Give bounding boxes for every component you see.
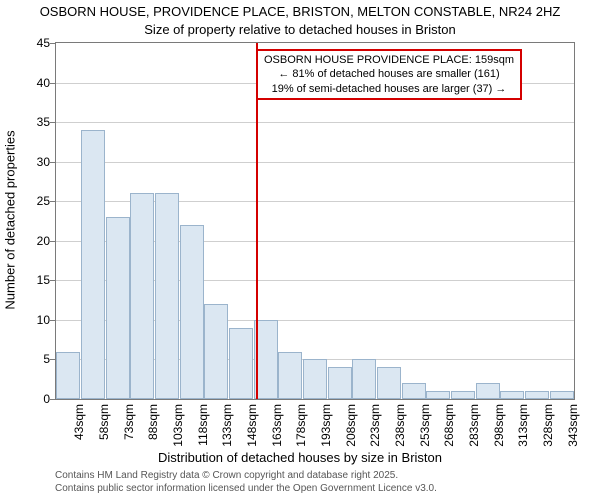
histogram-bar bbox=[451, 391, 475, 399]
chart-title-sub: Size of property relative to detached ho… bbox=[0, 22, 600, 37]
x-tick-label: 148sqm bbox=[245, 404, 259, 447]
x-tick-label: 223sqm bbox=[368, 404, 382, 447]
y-tick-label: 5 bbox=[10, 352, 50, 366]
x-tick-label: 178sqm bbox=[294, 404, 308, 447]
y-tick-mark bbox=[50, 359, 55, 360]
x-tick-label: 238sqm bbox=[393, 404, 407, 447]
x-tick-label: 313sqm bbox=[516, 404, 530, 447]
histogram-bar bbox=[377, 367, 401, 399]
x-tick-label: 193sqm bbox=[319, 404, 333, 447]
y-tick-mark bbox=[50, 399, 55, 400]
marker-callout: OSBORN HOUSE PROVIDENCE PLACE: 159sqm ← … bbox=[256, 49, 522, 100]
histogram-chart: OSBORN HOUSE, PROVIDENCE PLACE, BRISTON,… bbox=[0, 0, 600, 500]
x-tick-label: 343sqm bbox=[566, 404, 580, 447]
y-tick-label: 20 bbox=[10, 234, 50, 248]
histogram-bar bbox=[56, 352, 80, 399]
x-tick-label: 328sqm bbox=[541, 404, 555, 447]
y-tick-label: 35 bbox=[10, 115, 50, 129]
histogram-bar bbox=[426, 391, 450, 399]
histogram-bar bbox=[328, 367, 352, 399]
histogram-bar bbox=[303, 359, 327, 399]
x-axis-label: Distribution of detached houses by size … bbox=[0, 450, 600, 465]
histogram-bar bbox=[204, 304, 228, 399]
x-tick-label: 253sqm bbox=[418, 404, 432, 447]
y-tick-label: 15 bbox=[10, 273, 50, 287]
x-tick-label: 73sqm bbox=[122, 404, 136, 440]
histogram-bar bbox=[476, 383, 500, 399]
histogram-bar bbox=[402, 383, 426, 399]
y-tick-mark bbox=[50, 122, 55, 123]
histogram-bar bbox=[81, 130, 105, 399]
histogram-bar bbox=[278, 352, 302, 399]
y-tick-mark bbox=[50, 83, 55, 84]
y-tick-label: 45 bbox=[10, 36, 50, 50]
callout-line-3: 19% of semi-detached houses are larger (… bbox=[264, 82, 514, 96]
attribution-line-2: Contains public sector information licen… bbox=[55, 483, 437, 496]
callout-line-2: ← 81% of detached houses are smaller (16… bbox=[264, 67, 514, 81]
grid-line bbox=[56, 162, 574, 163]
x-tick-label: 208sqm bbox=[344, 404, 358, 447]
y-tick-label: 0 bbox=[10, 392, 50, 406]
y-tick-label: 30 bbox=[10, 155, 50, 169]
histogram-bar bbox=[155, 193, 179, 399]
histogram-bar bbox=[229, 328, 253, 399]
attribution-text: Contains HM Land Registry data © Crown c… bbox=[55, 470, 437, 495]
y-tick-mark bbox=[50, 241, 55, 242]
x-tick-label: 118sqm bbox=[196, 404, 210, 446]
x-tick-label: 103sqm bbox=[171, 404, 185, 447]
histogram-bar bbox=[500, 391, 524, 399]
chart-title-main: OSBORN HOUSE, PROVIDENCE PLACE, BRISTON,… bbox=[0, 4, 600, 19]
x-tick-label: 268sqm bbox=[442, 404, 456, 447]
x-tick-label: 163sqm bbox=[270, 404, 284, 447]
y-tick-label: 10 bbox=[10, 313, 50, 327]
histogram-bar bbox=[130, 193, 154, 399]
y-tick-mark bbox=[50, 280, 55, 281]
x-tick-label: 133sqm bbox=[220, 404, 234, 447]
x-tick-label: 88sqm bbox=[146, 404, 160, 440]
x-tick-label: 298sqm bbox=[492, 404, 506, 447]
histogram-bar bbox=[180, 225, 204, 399]
y-tick-mark bbox=[50, 43, 55, 44]
y-tick-mark bbox=[50, 201, 55, 202]
histogram-bar bbox=[352, 359, 376, 399]
y-tick-mark bbox=[50, 320, 55, 321]
x-tick-label: 58sqm bbox=[97, 404, 111, 440]
y-tick-label: 25 bbox=[10, 194, 50, 208]
x-tick-label: 43sqm bbox=[72, 404, 86, 440]
histogram-bar bbox=[106, 217, 130, 399]
grid-line bbox=[56, 122, 574, 123]
x-tick-label: 283sqm bbox=[467, 404, 481, 447]
attribution-line-1: Contains HM Land Registry data © Crown c… bbox=[55, 470, 437, 483]
y-tick-label: 40 bbox=[10, 76, 50, 90]
histogram-bar bbox=[550, 391, 574, 399]
callout-line-1: OSBORN HOUSE PROVIDENCE PLACE: 159sqm bbox=[264, 53, 514, 67]
y-tick-mark bbox=[50, 162, 55, 163]
plot-area: OSBORN HOUSE PROVIDENCE PLACE: 159sqm ← … bbox=[55, 42, 575, 400]
histogram-bar bbox=[525, 391, 549, 399]
